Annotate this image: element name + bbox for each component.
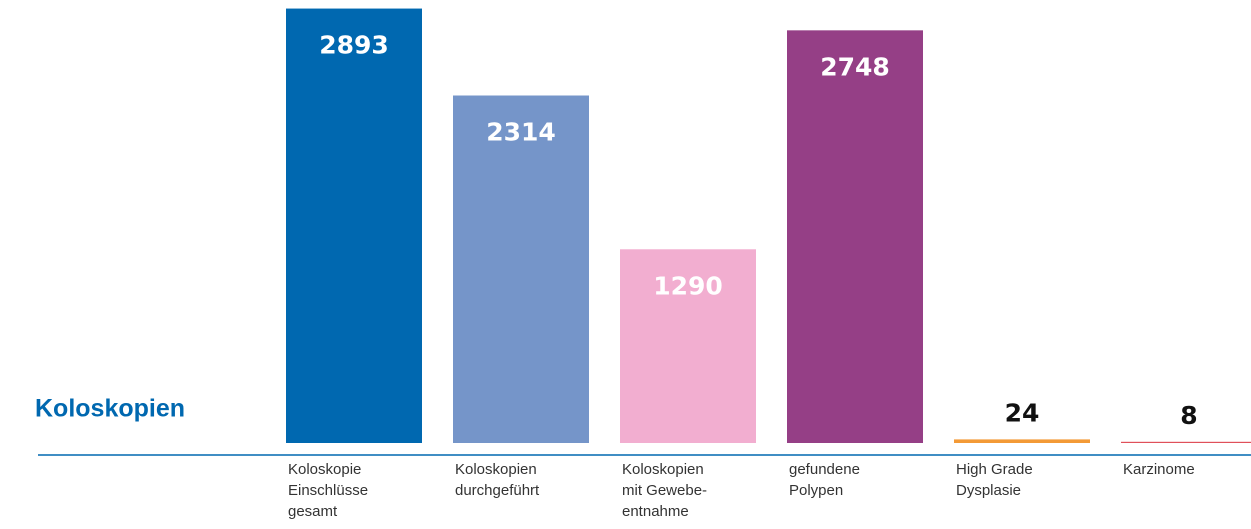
x-tick-label-line: durchgeführt [455,482,540,499]
x-tick-label: gefundene Polypen [789,461,860,499]
x-tick-label: Koloskopien durchgeführt [455,461,540,499]
x-tick-label-line: Koloskopien [622,461,704,478]
x-tick-label-line: Polypen [789,482,843,499]
bar [286,8,422,443]
bar [954,439,1090,443]
x-tick-label-line: gefundene [789,461,860,478]
x-tick-label-line: High Grade [956,461,1033,478]
bar [620,249,756,443]
x-tick-label: High Grade Dysplasie [956,461,1033,499]
value-label: 24 [1005,398,1040,427]
bar [453,95,589,443]
bar [1121,441,1251,443]
value-label: 2893 [319,31,389,60]
value-label: 1290 [653,271,723,300]
x-tick-label-line: Koloskopie [288,461,361,478]
x-tick-label: Koloskopien mit Gewebe-entnahme [622,461,707,520]
value-label: 2748 [820,52,890,81]
x-tick-label: Koloskopie Einschlüsse gesamt [288,461,368,520]
x-tick-label-line: Einschlüsse [288,482,368,499]
value-label: 8 [1180,401,1197,430]
x-tick-label-line: Koloskopien [455,461,537,478]
bar [787,30,923,444]
x-tick-label-line: entnahme [622,503,689,520]
x-tick-label-line: Karzinome [1123,461,1195,478]
value-label: 2314 [486,118,556,147]
x-tick-label-line: gesamt [288,503,338,520]
x-tick-label: Karzinome [1123,461,1195,478]
x-tick-label-line: mit Gewebe- [622,482,707,499]
x-tick-label-line: Dysplasie [956,482,1021,499]
chart-title: Koloskopien [35,395,185,423]
